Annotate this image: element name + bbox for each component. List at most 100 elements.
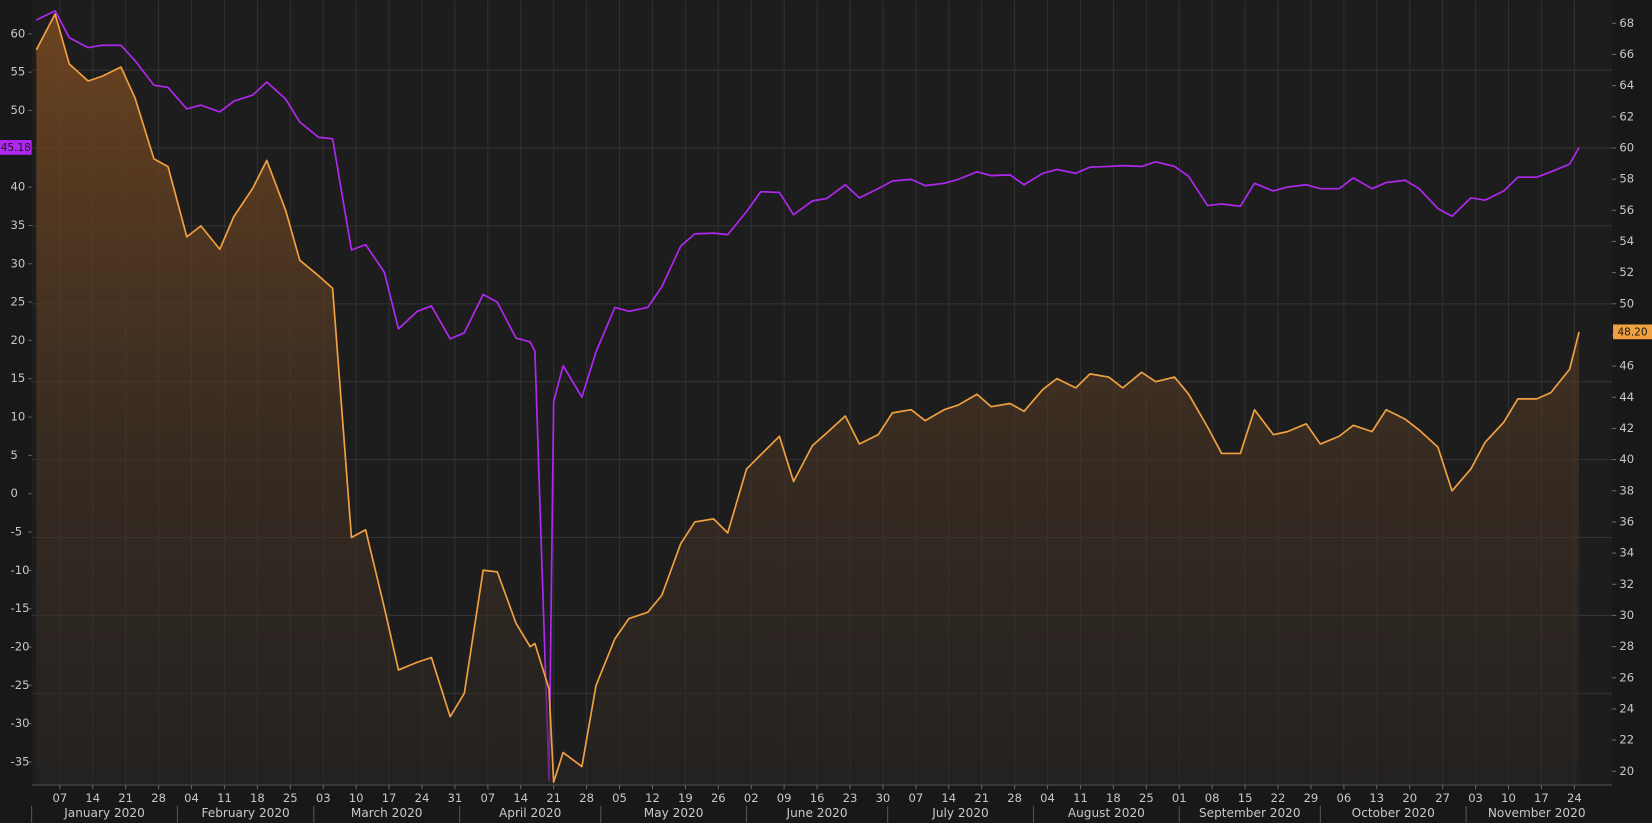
y2-tick-label: 30	[1619, 608, 1634, 622]
month-label: February 2020	[201, 806, 289, 820]
x-tick-label: 06	[1337, 791, 1352, 805]
last-value-badge	[1613, 324, 1652, 340]
y-tick-label: 25	[11, 295, 26, 309]
x-tick-label: 07	[908, 791, 923, 805]
y-tick-label: -15	[11, 601, 30, 615]
y2-tick-label: 54	[1619, 234, 1634, 248]
y-tick-label: -30	[11, 716, 30, 730]
x-tick-label: 21	[546, 791, 561, 805]
month-label: October 2020	[1352, 806, 1435, 820]
y-tick-label: -5	[11, 525, 23, 539]
x-tick-label: 07	[480, 791, 495, 805]
y2-tick-label: 42	[1619, 421, 1634, 435]
last-value-badge	[0, 140, 32, 155]
month-label: January 2020	[63, 806, 145, 820]
y2-tick-label: 22	[1619, 733, 1634, 747]
x-tick-label: 03	[1468, 791, 1483, 805]
x-tick-label: 20	[1402, 791, 1417, 805]
y-tick-label: 10	[11, 410, 26, 424]
y2-tick-label: 34	[1619, 546, 1634, 560]
x-tick-label: 21	[974, 791, 989, 805]
x-tick-label: 10	[1501, 791, 1516, 805]
x-tick-label: 14	[513, 791, 528, 805]
line	[35, 9, 1580, 782]
y-tick-label: 30	[11, 256, 26, 270]
x-tick-label: 11	[217, 791, 232, 805]
x-tick-label: 03	[316, 791, 331, 805]
x-tick-label: 01	[1172, 791, 1187, 805]
y2-tick-label: 68	[1619, 16, 1634, 30]
x-tick-label: 31	[448, 791, 463, 805]
x-tick-label: 04	[184, 791, 199, 805]
y-tick-label: 35	[11, 218, 26, 232]
y2-tick-label: 20	[1619, 764, 1634, 778]
x-tick-label: 17	[1534, 791, 1549, 805]
x-tick-label: 13	[1369, 791, 1384, 805]
x-tick-label: 19	[678, 791, 693, 805]
x-tick-label: 16	[810, 791, 825, 805]
month-label: September 2020	[1199, 806, 1301, 820]
y2-tick-label: 66	[1619, 47, 1634, 61]
line	[35, 13, 1580, 783]
y-tick-label: 15	[11, 371, 26, 385]
y2-tick-label: 60	[1619, 140, 1634, 154]
y2-tick-label: 38	[1619, 483, 1634, 497]
x-tick-label: 17	[382, 791, 397, 805]
area	[36, 13, 1580, 785]
y-tick-label: -25	[11, 678, 30, 692]
y-tick-label: 40	[11, 180, 26, 194]
x-tick-label: 07	[52, 791, 67, 805]
x-tick-label: 04	[1040, 791, 1055, 805]
x-tick-label: 23	[843, 791, 858, 805]
x-tick-label: 27	[1435, 791, 1450, 805]
y2-tick-label: 58	[1619, 172, 1634, 186]
y2-tick-label: 32	[1619, 577, 1634, 591]
y-tick-label: -10	[11, 563, 30, 577]
x-tick-label: 28	[579, 791, 594, 805]
x-tick-label: 05	[612, 791, 627, 805]
last-value-label: 45.18	[1, 142, 31, 154]
x-tick-label: 18	[1106, 791, 1121, 805]
x-tick-label: 15	[1238, 791, 1253, 805]
y2-tick-label: 40	[1619, 452, 1634, 466]
y-tick-label: 60	[11, 26, 26, 40]
y2-tick-label: 46	[1619, 359, 1634, 373]
month-label: July 2020	[931, 806, 988, 820]
x-tick-label: 08	[1205, 791, 1220, 805]
y2-tick-label: 36	[1619, 514, 1634, 528]
y2-tick-label: 44	[1619, 390, 1634, 404]
x-tick-label: 21	[118, 791, 133, 805]
x-tick-label: 28	[151, 791, 166, 805]
x-tick-label: 26	[711, 791, 726, 805]
x-tick-label: 09	[777, 791, 792, 805]
y-tick-label: 20	[11, 333, 26, 347]
x-tick-label: 24	[1567, 791, 1582, 805]
y-tick-label: 5	[11, 448, 18, 462]
x-tick-label: 29	[1304, 791, 1319, 805]
month-label: March 2020	[351, 806, 423, 820]
x-tick-label: 18	[250, 791, 265, 805]
month-label: August 2020	[1068, 806, 1145, 820]
x-tick-label: 11	[1073, 791, 1088, 805]
month-label: June 2020	[786, 806, 848, 820]
month-label: November 2020	[1488, 806, 1586, 820]
y-tick-label: -20	[11, 640, 30, 654]
y2-tick-label: 62	[1619, 109, 1634, 123]
y2-tick-label: 50	[1619, 296, 1634, 310]
x-tick-label: 24	[415, 791, 430, 805]
y2-tick-label: 52	[1619, 265, 1634, 279]
x-tick-label: 14	[941, 791, 956, 805]
y2-tick-label: 28	[1619, 639, 1634, 653]
month-label: May 2020	[644, 806, 704, 820]
y2-tick-label: 56	[1619, 203, 1634, 217]
y2-tick-label: 64	[1619, 78, 1634, 92]
x-tick-label: 02	[744, 791, 759, 805]
x-tick-label: 10	[349, 791, 364, 805]
y2-tick-label: 24	[1619, 701, 1634, 715]
month-label: April 2020	[499, 806, 561, 820]
y-tick-label: 50	[11, 103, 26, 117]
y-tick-label: 0	[11, 486, 18, 500]
x-tick-label: 30	[876, 791, 891, 805]
x-tick-label: 22	[1271, 791, 1286, 805]
